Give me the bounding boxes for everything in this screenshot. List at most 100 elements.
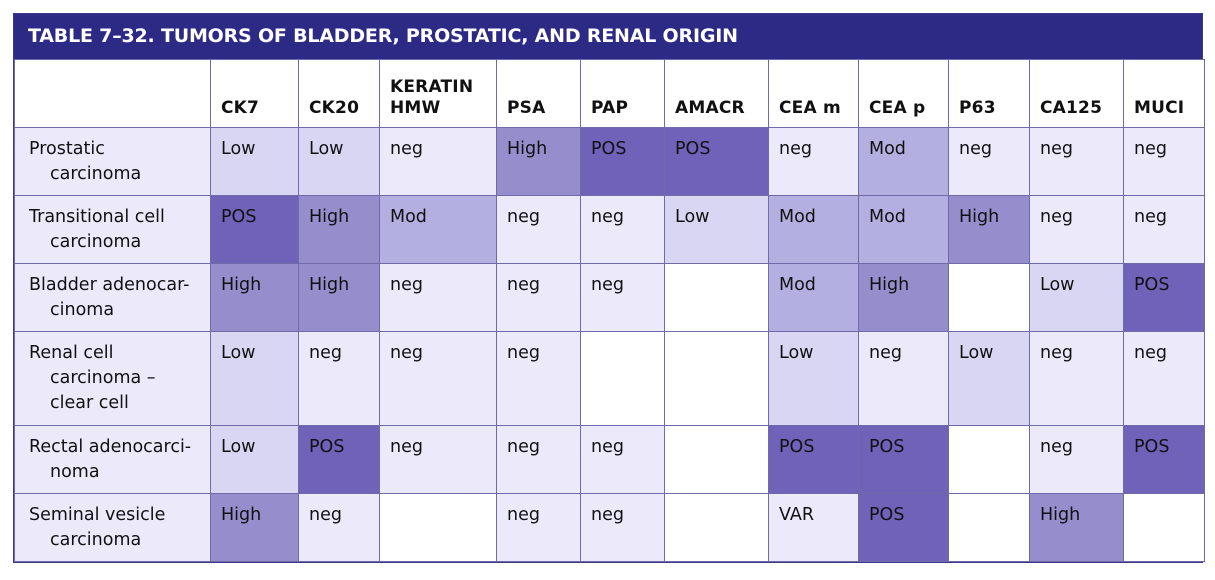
table-cell: POS bbox=[664, 127, 769, 196]
table-cell: neg bbox=[298, 331, 380, 426]
table-cell: neg bbox=[580, 493, 665, 562]
row-label-line: cinoma bbox=[50, 300, 115, 320]
table-row: Seminal vesicle carcinoma High neg neg neg VAR… bbox=[14, 493, 1205, 562]
row-header: Prostatic carcinoma bbox=[14, 127, 211, 196]
table-cell: Low bbox=[210, 331, 299, 426]
row-label-line: carcinoma bbox=[50, 530, 142, 550]
row-label-line: Rectal adenocarci- bbox=[29, 437, 192, 457]
table-cell: POS bbox=[298, 425, 380, 494]
row-header: Seminal vesicle carcinoma bbox=[14, 493, 211, 562]
table-cell bbox=[580, 331, 665, 426]
table-cell: POS bbox=[768, 425, 859, 494]
row-label-line: Bladder adenocar- bbox=[29, 275, 190, 295]
row-header: Bladder adenocar-cinoma bbox=[14, 263, 211, 332]
table-cell: Low bbox=[768, 331, 859, 426]
table-cell: neg bbox=[1029, 195, 1124, 264]
table-cell bbox=[1123, 493, 1205, 562]
table-row: Prostatic carcinoma Low Low neg High POS POS neg… bbox=[14, 127, 1205, 196]
column-header: KERATIN HMW bbox=[379, 59, 497, 128]
header-row: CK7 CK20 KERATIN HMW PSA PAP AMACR CEA m… bbox=[14, 59, 1205, 128]
table-cell: neg bbox=[496, 195, 581, 264]
table-cell: neg bbox=[496, 263, 581, 332]
table-body: Prostatic carcinoma Low Low neg High POS POS neg… bbox=[14, 127, 1205, 562]
row-label-line: noma bbox=[50, 462, 100, 482]
column-header: PSA bbox=[496, 59, 581, 128]
table-cell: neg bbox=[379, 263, 497, 332]
row-header: Renal cell carcinoma – clear cell bbox=[14, 331, 211, 426]
table-cell bbox=[948, 425, 1030, 494]
column-header: CA125 bbox=[1029, 59, 1124, 128]
table-cell bbox=[664, 493, 769, 562]
table-cell: neg bbox=[379, 331, 497, 426]
table-cell: neg bbox=[379, 127, 497, 196]
table-cell: Mod bbox=[858, 127, 949, 196]
table-row: Bladder adenocar-cinoma High High neg neg neg… bbox=[14, 263, 1205, 332]
table-cell: Low bbox=[948, 331, 1030, 426]
table-cell: neg bbox=[379, 425, 497, 494]
table-row: Transitional cell carcinoma POS High Mod neg n… bbox=[14, 195, 1205, 264]
table-cell: Low bbox=[210, 127, 299, 196]
table-cell: neg bbox=[580, 425, 665, 494]
table-cell: Mod bbox=[768, 263, 859, 332]
table-cell: High bbox=[1029, 493, 1124, 562]
column-header: CEA m bbox=[768, 59, 859, 128]
table-cell: Mod bbox=[379, 195, 497, 264]
table-row: Renal cell carcinoma – clear cell Low neg neg… bbox=[14, 331, 1205, 426]
table-cell: Low bbox=[1029, 263, 1124, 332]
table-cell: High bbox=[298, 195, 380, 264]
table-cell: neg bbox=[768, 127, 859, 196]
table-cell: POS bbox=[1123, 263, 1205, 332]
table-cell: Mod bbox=[858, 195, 949, 264]
table-cell bbox=[664, 331, 769, 426]
table-cell: POS bbox=[1123, 425, 1205, 494]
table-row: Rectal adenocarci-noma Low POS neg neg neg POS… bbox=[14, 425, 1205, 494]
marker-table: CK7 CK20 KERATIN HMW PSA PAP AMACR CEA m… bbox=[14, 59, 1205, 562]
table-cell: POS bbox=[858, 493, 949, 562]
column-header: CK20 bbox=[298, 59, 380, 128]
column-header: MUCI bbox=[1123, 59, 1205, 128]
row-label-line: Seminal vesicle bbox=[29, 505, 166, 525]
table-cell: neg bbox=[1123, 331, 1205, 426]
column-header: AMACR bbox=[664, 59, 769, 128]
table-cell: POS bbox=[580, 127, 665, 196]
table-cell: neg bbox=[1029, 127, 1124, 196]
table-cell: High bbox=[298, 263, 380, 332]
table-cell: neg bbox=[496, 493, 581, 562]
table-cell: neg bbox=[1123, 127, 1205, 196]
table-cell: POS bbox=[210, 195, 299, 264]
table-cell: neg bbox=[496, 331, 581, 426]
row-label-line: carcinoma bbox=[50, 232, 142, 252]
table-cell: neg bbox=[1029, 331, 1124, 426]
table-cell bbox=[664, 425, 769, 494]
table-cell: Low bbox=[298, 127, 380, 196]
table-cell: neg bbox=[858, 331, 949, 426]
row-label-line: carcinoma – bbox=[50, 368, 156, 388]
table-cell: Low bbox=[664, 195, 769, 264]
table-cell: neg bbox=[496, 425, 581, 494]
table-container: TABLE 7–32. TUMORS OF BLADDER, PROSTATIC… bbox=[13, 13, 1205, 563]
table-cell: High bbox=[858, 263, 949, 332]
table-title: TABLE 7–32. TUMORS OF BLADDER, PROSTATIC… bbox=[14, 14, 1202, 59]
column-header: CEA p bbox=[858, 59, 949, 128]
row-label-line: Prostatic bbox=[29, 139, 105, 159]
table-cell: neg bbox=[298, 493, 380, 562]
row-header: Transitional cell carcinoma bbox=[14, 195, 211, 264]
column-header: PAP bbox=[580, 59, 665, 128]
column-header bbox=[14, 59, 211, 128]
table-cell bbox=[948, 493, 1030, 562]
table-cell bbox=[379, 493, 497, 562]
row-label-line: carcinoma bbox=[50, 164, 142, 184]
table-cell: High bbox=[210, 493, 299, 562]
row-header: Rectal adenocarci-noma bbox=[14, 425, 211, 494]
table-cell: High bbox=[210, 263, 299, 332]
column-header: P63 bbox=[948, 59, 1030, 128]
column-header: CK7 bbox=[210, 59, 299, 128]
table-cell: Mod bbox=[768, 195, 859, 264]
table-cell: neg bbox=[580, 263, 665, 332]
table-cell bbox=[664, 263, 769, 332]
table-cell: VAR bbox=[768, 493, 859, 562]
table-cell: neg bbox=[1029, 425, 1124, 494]
row-label-line: clear cell bbox=[50, 393, 129, 413]
table-cell: High bbox=[496, 127, 581, 196]
row-label-line: Renal cell bbox=[29, 343, 114, 363]
